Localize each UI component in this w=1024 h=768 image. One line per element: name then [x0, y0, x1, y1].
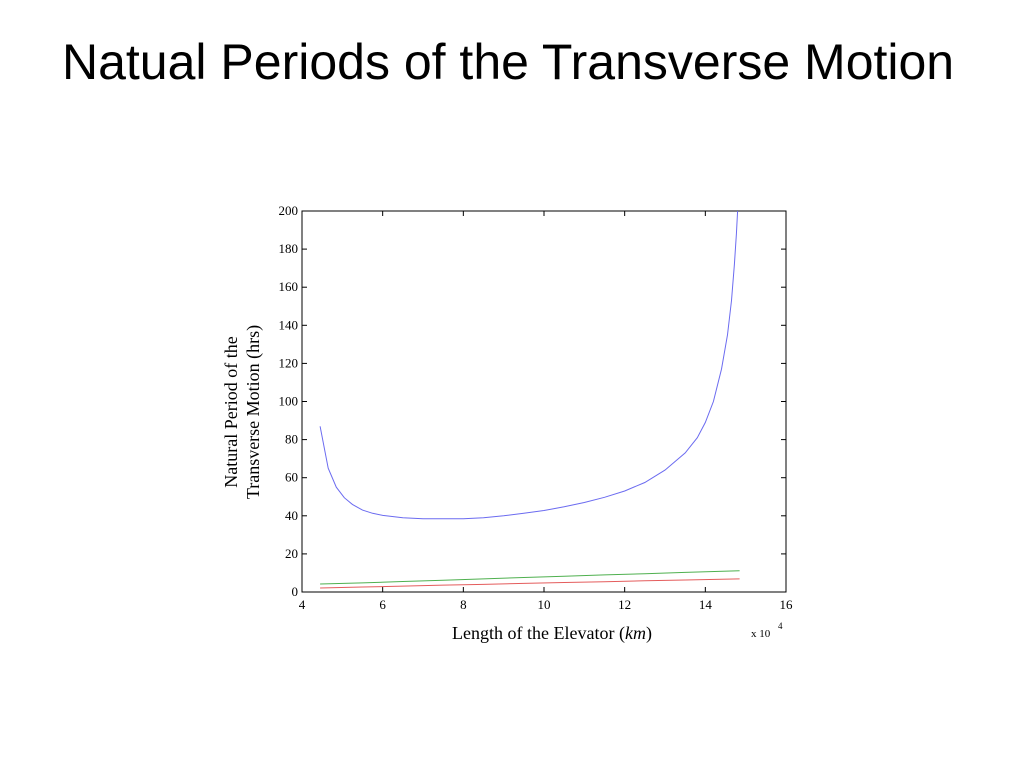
y-axis-label: Natural Period of the Transverse Motion (…: [221, 325, 264, 499]
y-tick-label: 120: [279, 355, 299, 370]
x-axis-label-unit: km: [625, 623, 646, 643]
y-axis-label-line2: Transverse Motion (hrs): [243, 325, 264, 499]
y-tick-label: 200: [279, 203, 299, 218]
x-tick-label: 8: [460, 597, 467, 612]
y-tick-label: 80: [285, 432, 298, 447]
x-tick-label: 10: [538, 597, 551, 612]
x-tick-label: 4: [299, 597, 306, 612]
y-tick-label: 40: [285, 508, 298, 523]
y-tick-label: 160: [279, 279, 299, 294]
y-tick-label: 180: [279, 241, 299, 256]
x-axis-label: Length of the Elevator (km): [452, 623, 652, 644]
x-axis-label-close: ): [646, 623, 652, 644]
x-axis-multiplier-exponent: 4: [778, 621, 783, 631]
y-tick-label: 100: [279, 394, 299, 409]
y-tick-label: 0: [292, 584, 299, 599]
y-tick-label: 20: [285, 546, 298, 561]
x-tick-label: 16: [780, 597, 794, 612]
y-axis-label-line1: Natural Period of the: [221, 336, 241, 487]
y-tick-label: 60: [285, 470, 298, 485]
x-axis-multiplier: x 10: [751, 628, 771, 640]
x-axis-label-main: Length of the Elevator (: [452, 623, 625, 644]
y-tick-label: 140: [279, 317, 299, 332]
x-tick-label: 14: [699, 597, 713, 612]
x-tick-label: 6: [379, 597, 386, 612]
x-tick-label: 12: [618, 597, 631, 612]
